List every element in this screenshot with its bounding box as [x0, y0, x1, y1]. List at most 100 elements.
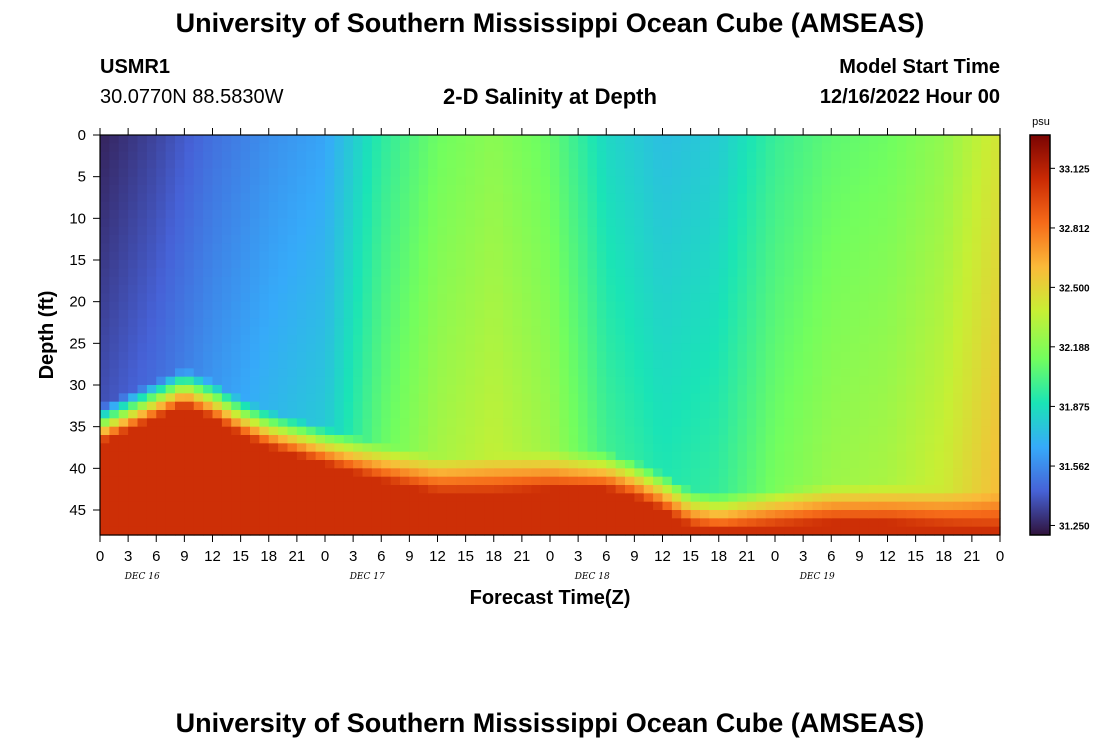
- heatmap-cell: [175, 476, 185, 486]
- heatmap-cell: [793, 326, 804, 336]
- heatmap-cell: [118, 351, 129, 361]
- heatmap-cell: [615, 168, 626, 178]
- heatmap-cell: [737, 160, 748, 169]
- heatmap-cell: [662, 168, 673, 178]
- heatmap-cell: [981, 468, 992, 478]
- heatmap-cell: [868, 226, 879, 236]
- heatmap-cell: [531, 360, 542, 369]
- heatmap-cell: [878, 193, 889, 203]
- heatmap-cell: [109, 376, 120, 386]
- heatmap-cell: [250, 418, 260, 428]
- heatmap-cell: [643, 160, 654, 169]
- heatmap-cell: [934, 151, 945, 161]
- heatmap-cell: [465, 376, 476, 386]
- heatmap-cell: [521, 443, 532, 453]
- heatmap-cell: [756, 335, 767, 344]
- heatmap-cell: [381, 176, 392, 186]
- heatmap-cell: [128, 310, 139, 319]
- heatmap-cell: [775, 343, 785, 353]
- heatmap-cell: [175, 426, 185, 436]
- heatmap-cell: [934, 251, 945, 261]
- heatmap-cell: [428, 285, 439, 294]
- heatmap-cell: [840, 168, 851, 178]
- heatmap-cell: [165, 460, 176, 469]
- heatmap-cell: [943, 226, 954, 236]
- heatmap-cell: [503, 260, 514, 269]
- heatmap-cell: [221, 485, 232, 494]
- heatmap-cell: [803, 451, 814, 461]
- heatmap-cell: [765, 418, 776, 428]
- heatmap-cell: [915, 526, 926, 536]
- heatmap-cell: [859, 518, 870, 528]
- heatmap-cell: [390, 160, 401, 169]
- heatmap-cell: [503, 443, 514, 453]
- heatmap-cell: [868, 501, 879, 511]
- heatmap-cell: [437, 285, 448, 294]
- heatmap-cell: [128, 318, 139, 328]
- heatmap-cell: [596, 501, 607, 511]
- heatmap-cell: [653, 343, 664, 353]
- heatmap-cell: [362, 343, 373, 353]
- heatmap-cell: [512, 301, 523, 311]
- heatmap-cell: [812, 493, 823, 503]
- heatmap-cell: [690, 360, 701, 369]
- heatmap-cell: [906, 201, 917, 211]
- heatmap-cell: [568, 385, 579, 394]
- heatmap-cell: [887, 393, 898, 403]
- heatmap-cell: [446, 376, 457, 386]
- heatmap-cell: [878, 526, 889, 536]
- heatmap-cell: [493, 285, 504, 294]
- heatmap-cell: [625, 193, 635, 203]
- heatmap-cell: [334, 243, 345, 253]
- heatmap-cell: [896, 310, 907, 319]
- heatmap-cell: [353, 235, 364, 244]
- heatmap-cell: [465, 276, 476, 286]
- heatmap-cell: [700, 243, 710, 253]
- heatmap-cell: [343, 143, 354, 153]
- heatmap-cell: [587, 460, 598, 469]
- heatmap-cell: [915, 143, 926, 153]
- heatmap-cell: [812, 318, 823, 328]
- heatmap-cell: [418, 226, 429, 236]
- heatmap-cell: [240, 493, 251, 503]
- heatmap-cell: [840, 443, 851, 453]
- heatmap-cell: [662, 485, 673, 494]
- heatmap-cell: [512, 368, 523, 378]
- heatmap-cell: [643, 351, 654, 361]
- heatmap-cell: [550, 310, 560, 319]
- heatmap-cell: [146, 185, 157, 194]
- heatmap-cell: [709, 385, 720, 394]
- heatmap-cell: [878, 460, 889, 469]
- heatmap-cell: [915, 301, 926, 311]
- heatmap-cell: [700, 135, 710, 144]
- heatmap-cell: [512, 435, 523, 444]
- heatmap-cell: [137, 285, 148, 294]
- heatmap-cell: [484, 443, 495, 453]
- heatmap-cell: [137, 393, 148, 403]
- heatmap-cell: [878, 426, 889, 436]
- heatmap-cell: [671, 468, 682, 478]
- heatmap-cell: [156, 460, 167, 469]
- heatmap-cell: [353, 193, 364, 203]
- heatmap-cell: [831, 485, 842, 494]
- heatmap-cell: [296, 335, 307, 344]
- heatmap-cell: [559, 426, 570, 436]
- heatmap-cell: [268, 385, 279, 394]
- heatmap-cell: [221, 435, 232, 444]
- heatmap-cell: [175, 185, 185, 194]
- model-start-label: Model Start Time: [839, 56, 1000, 78]
- heatmap-cell: [203, 451, 214, 461]
- y-tick-label: 10: [69, 210, 86, 227]
- heatmap-cell: [465, 318, 476, 328]
- heatmap-cell: [475, 326, 485, 336]
- heatmap-cell: [446, 260, 457, 269]
- heatmap-cell: [325, 376, 335, 386]
- heatmap-cell: [175, 410, 185, 419]
- heatmap-cell: [278, 451, 289, 461]
- heatmap-cell: [821, 151, 832, 161]
- heatmap-cell: [728, 343, 739, 353]
- heatmap-cell: [465, 293, 476, 303]
- heatmap-cell: [596, 151, 607, 161]
- heatmap-cell: [746, 335, 757, 344]
- heatmap-cell: [287, 410, 298, 419]
